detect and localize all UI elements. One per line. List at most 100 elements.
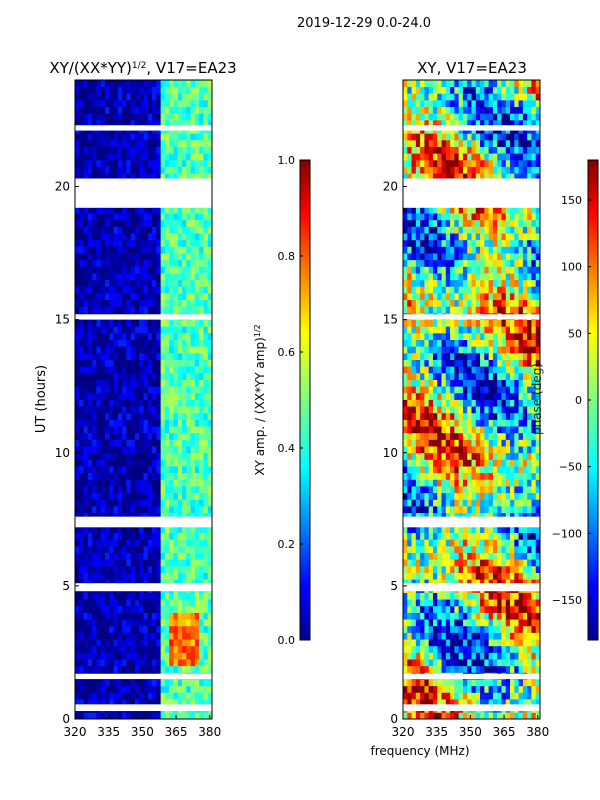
heatmap-cell [207, 632, 213, 640]
heatmap-cell [126, 166, 132, 174]
heatmap-cell [156, 612, 162, 620]
heatmap-cell [492, 665, 498, 673]
heatmap-cell [79, 625, 84, 633]
heatmap-cell [514, 679, 519, 687]
heatmap-cell [152, 306, 157, 314]
heatmap-cell [109, 452, 114, 460]
heatmap-cell [109, 619, 114, 627]
heatmap-cell [126, 532, 132, 540]
heatmap-cell [130, 679, 136, 687]
heatmap-cell [484, 359, 490, 367]
heatmap-cell [497, 679, 502, 687]
heatmap-cell [484, 679, 490, 687]
heatmap-cell [83, 446, 89, 454]
heatmap-cell [467, 432, 472, 440]
heatmap-cell [194, 246, 200, 254]
heatmap-cell [199, 645, 204, 653]
heatmap-cell [79, 499, 84, 507]
heatmap-cell [458, 406, 464, 414]
heatmap-cell [87, 439, 93, 447]
heatmap-cell [518, 366, 524, 374]
heatmap-cell [126, 326, 132, 334]
heatmap-cell [160, 645, 166, 653]
heatmap-cell [471, 352, 477, 360]
heatmap-cell [407, 599, 412, 607]
heatmap-cell [104, 119, 110, 127]
heatmap-cell [501, 559, 507, 567]
heatmap-cell [437, 366, 442, 374]
heatmap-cell [432, 479, 438, 487]
heatmap-cell [134, 486, 140, 494]
heatmap-cell [484, 699, 490, 707]
heatmap-cell [475, 612, 481, 620]
heatmap-cell [134, 153, 140, 161]
heatmap-cell [199, 652, 204, 660]
heatmap-cell [79, 339, 84, 347]
heatmap-cell [143, 432, 149, 440]
heatmap-cell [203, 712, 209, 720]
heatmap-cell [117, 372, 123, 380]
heatmap-cell [199, 466, 204, 474]
heatmap-cell [96, 659, 102, 667]
heatmap-cell [87, 592, 93, 600]
heatmap-cell [403, 419, 408, 427]
heatmap-cell [501, 605, 507, 613]
heatmap-cell [96, 213, 102, 221]
heatmap-cell [190, 679, 196, 687]
heatmap-cell [510, 659, 515, 667]
heatmap-cell [450, 539, 455, 547]
heatmap-cell [445, 352, 451, 360]
heatmap-cell [437, 692, 442, 700]
heatmap-cell [147, 319, 153, 327]
heatmap-cell [203, 233, 209, 241]
heatmap-cell [510, 372, 515, 380]
heatmap-cell [186, 592, 191, 600]
heatmap-cell [199, 552, 204, 560]
heatmap-cell [458, 579, 464, 587]
heatmap-cell [411, 506, 417, 514]
heatmap-cell [75, 659, 80, 667]
heatmap-cell [471, 612, 477, 620]
heatmap-cell [152, 632, 157, 640]
heatmap-cell [527, 639, 532, 647]
heatmap-cell [83, 399, 89, 407]
heatmap-cell [454, 572, 460, 580]
heatmap-cell [92, 246, 97, 254]
heatmap-cell [501, 592, 507, 600]
heatmap-cell [177, 426, 183, 434]
heatmap-cell [169, 625, 174, 633]
heatmap-cell [407, 592, 412, 600]
heatmap-cell [169, 599, 174, 607]
heatmap-cell [96, 532, 102, 540]
heatmap-cell [122, 599, 127, 607]
heatmap-cell [501, 665, 507, 673]
heatmap-cell [199, 213, 204, 221]
heatmap-cell [92, 512, 97, 520]
heatmap-cell [113, 499, 119, 507]
heatmap-cell [522, 632, 528, 640]
heatmap-cell [173, 119, 179, 127]
heatmap-cell [518, 545, 524, 553]
heatmap-cell [152, 332, 157, 340]
heatmap-cell [139, 612, 144, 620]
heatmap-cell [190, 559, 196, 567]
heatmap-cell [203, 412, 209, 420]
heatmap-cell [122, 565, 127, 573]
heatmap-cell [92, 685, 97, 693]
heatmap-cell [164, 579, 170, 587]
heatmap-cell [462, 472, 468, 480]
heatmap-cell [109, 153, 114, 161]
heatmap-cell [471, 392, 477, 400]
heatmap-cell [139, 439, 144, 447]
heatmap-cell [450, 392, 455, 400]
heatmap-cell [156, 492, 162, 500]
heatmap-cell [207, 159, 213, 167]
heatmap-cell [152, 439, 157, 447]
heatmap-cell [169, 106, 174, 114]
heatmap-cell [152, 386, 157, 394]
heatmap-cell [454, 605, 460, 613]
heatmap-cell [152, 679, 157, 687]
heatmap-cell [514, 352, 519, 360]
heatmap-cell [458, 499, 464, 507]
heatmap-cell [186, 206, 191, 214]
